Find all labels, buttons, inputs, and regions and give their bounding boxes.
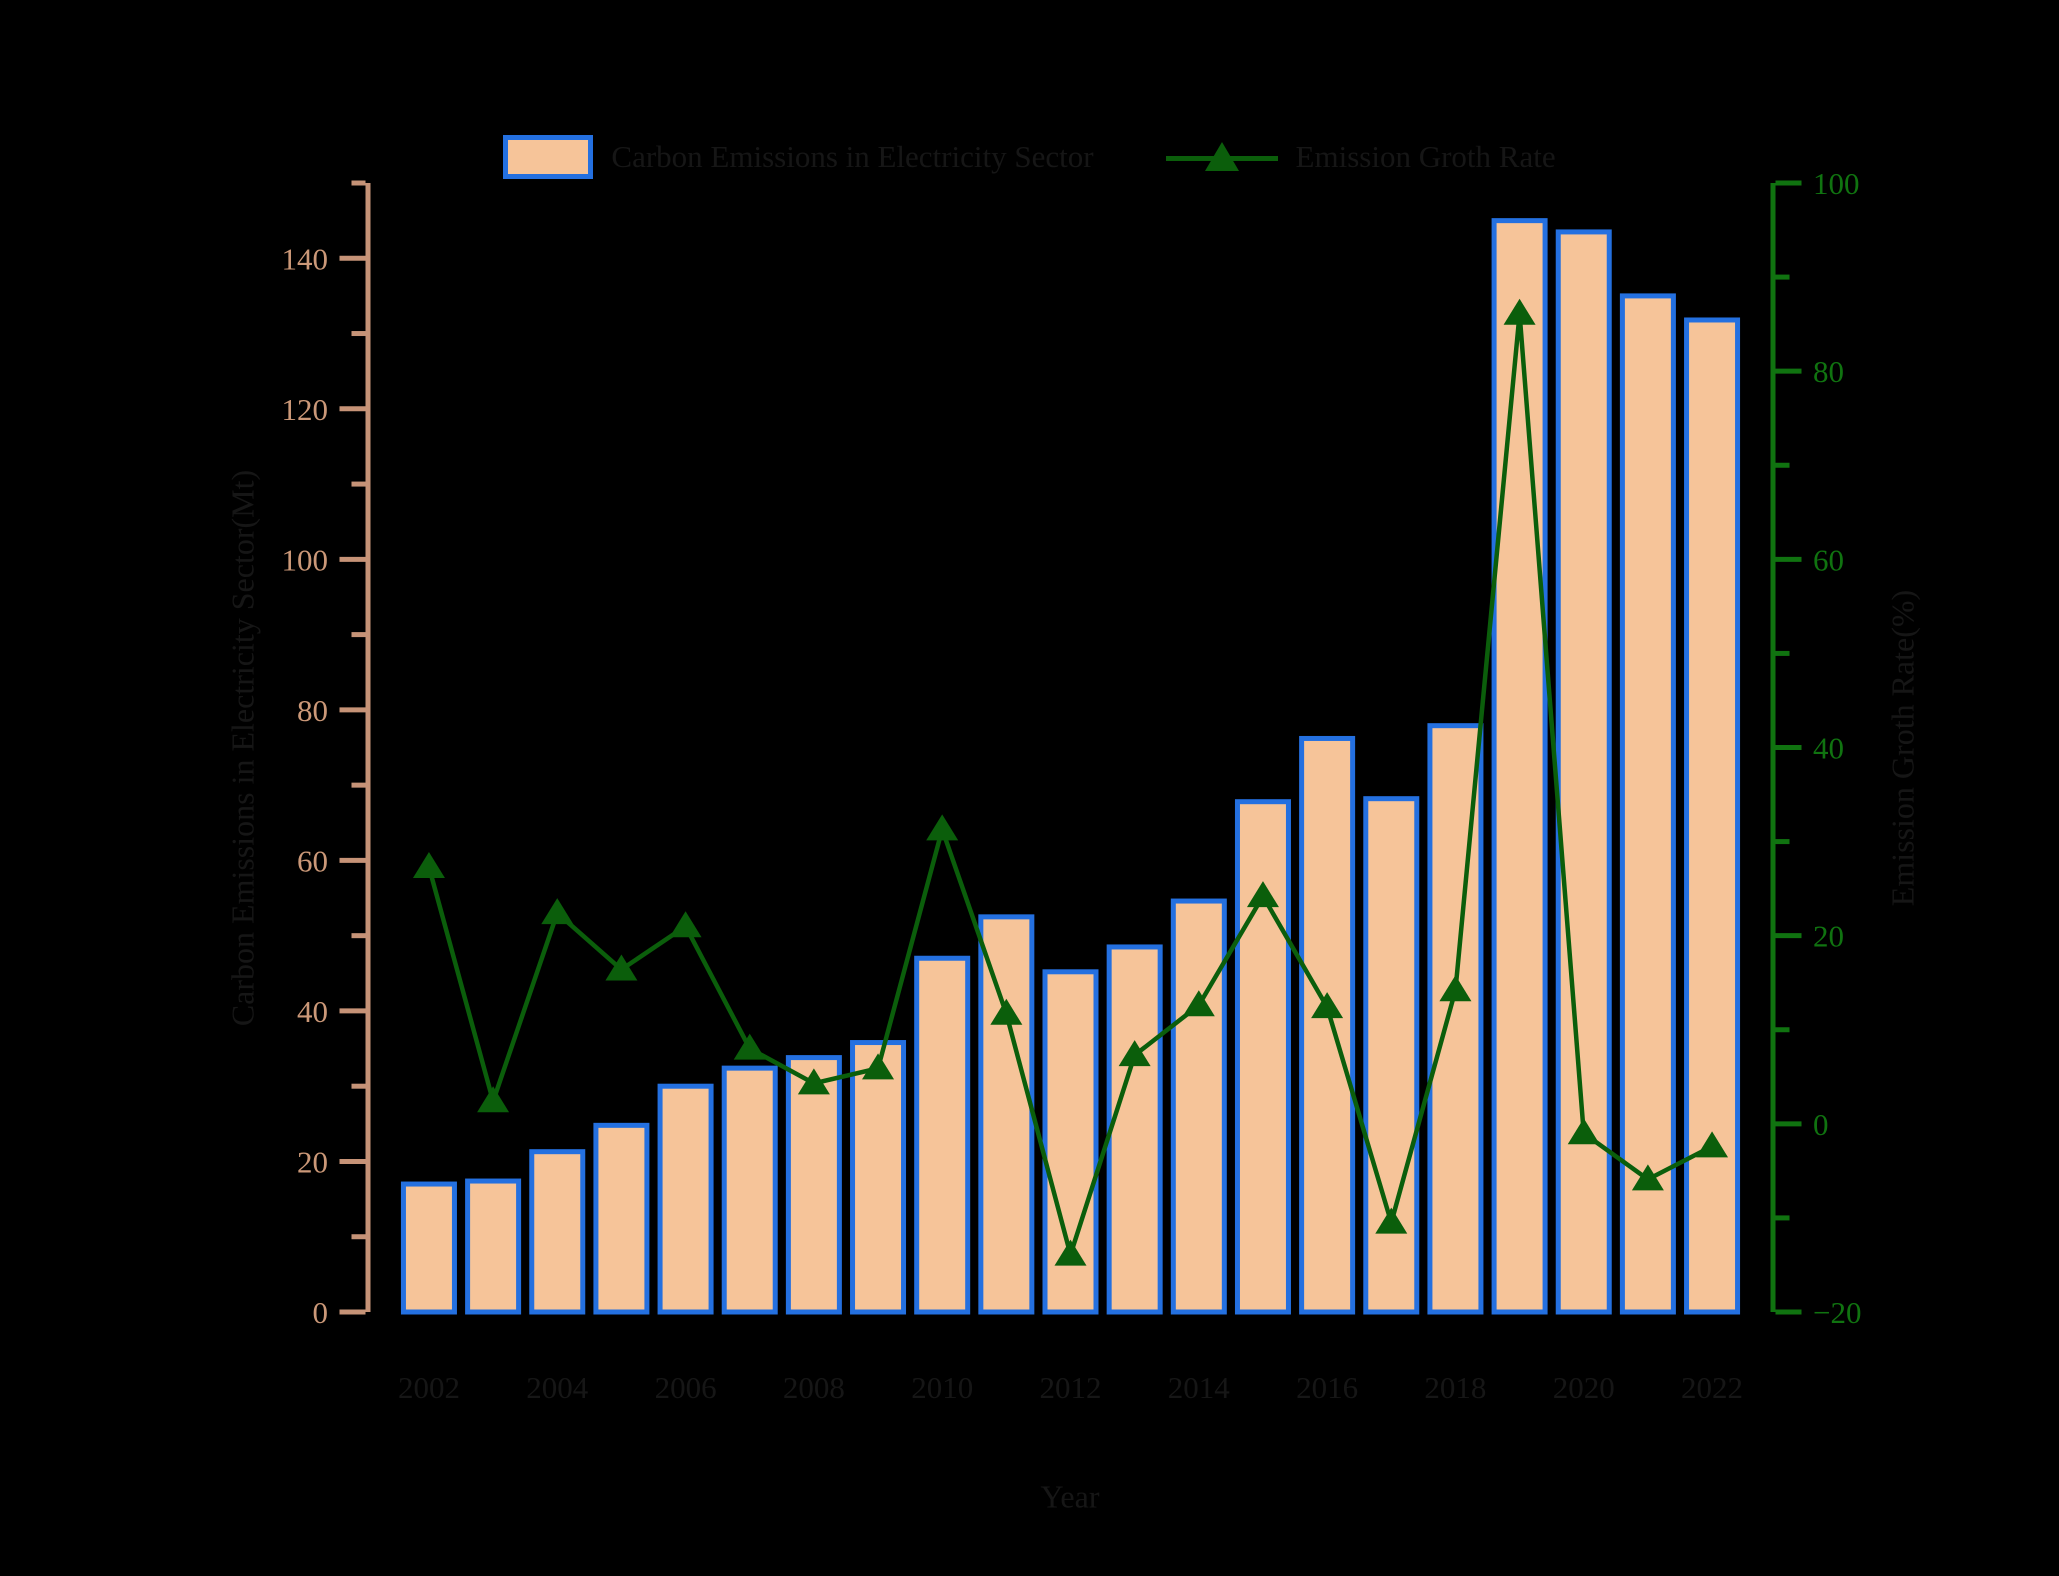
triangle-marker-2008	[797, 1068, 830, 1095]
triangle-marker-2018	[1439, 975, 1472, 1002]
left-tick-label-100: 100	[282, 542, 329, 577]
bar-2007	[721, 1065, 778, 1315]
left-tick-label-20: 20	[297, 1144, 328, 1179]
left-tick-label-140: 140	[282, 241, 329, 276]
right-tick-label--20: −20	[1813, 1295, 1861, 1330]
triangle-marker-2014	[1182, 990, 1215, 1017]
triangle-marker-2002	[412, 851, 445, 878]
triangle-marker-2016	[1311, 992, 1344, 1019]
x-tick-label-2020: 2020	[1553, 1370, 1615, 1405]
right-tick-label-0: 0	[1813, 1107, 1829, 1142]
triangle-marker-2021	[1631, 1164, 1664, 1191]
triangle-marker-2006	[669, 911, 702, 938]
bar-2021	[1619, 293, 1676, 1315]
right-axis-title: Emission Groth Rate(%)	[1884, 589, 1921, 907]
left-tick-label-60: 60	[297, 843, 328, 878]
right-tick-label-60: 60	[1813, 542, 1844, 577]
triangle-marker-2003	[477, 1086, 510, 1113]
triangle-marker-2005	[605, 954, 638, 981]
bar-2022	[1684, 317, 1741, 1315]
x-tick-label-2010: 2010	[911, 1370, 973, 1405]
bar-2017	[1363, 796, 1420, 1315]
bar-2020	[1555, 229, 1612, 1315]
bar-2015	[1234, 799, 1291, 1315]
bar-2004	[529, 1149, 586, 1315]
bar-2006	[657, 1083, 714, 1315]
bar-2009	[850, 1040, 907, 1315]
triangle-marker-2007	[733, 1033, 766, 1060]
triangle-marker-2022	[1696, 1131, 1729, 1158]
bar-2002	[400, 1181, 457, 1315]
bar-2008	[785, 1055, 842, 1315]
x-tick-label-2016: 2016	[1296, 1370, 1358, 1405]
bar-2013	[1106, 944, 1163, 1315]
right-tick-label-20: 20	[1813, 919, 1844, 954]
x-axis-title: Year	[1040, 1478, 1100, 1515]
x-tick-label-2006: 2006	[655, 1370, 717, 1405]
left-tick-label-120: 120	[282, 392, 329, 427]
left-tick-label-40: 40	[297, 994, 328, 1029]
right-tick-label-80: 80	[1813, 354, 1844, 389]
bar-2010	[914, 955, 971, 1315]
left-axis-title: Carbon Emissions in Electricity Sector(M…	[224, 469, 261, 1027]
bar-2005	[593, 1122, 650, 1315]
triangle-marker-2009	[862, 1053, 895, 1080]
x-tick-label-2008: 2008	[783, 1370, 845, 1405]
triangle-marker-2012	[1054, 1239, 1087, 1266]
x-tick-label-2012: 2012	[1040, 1370, 1102, 1405]
bar-2014	[1170, 898, 1227, 1315]
triangle-marker-2013	[1118, 1040, 1151, 1067]
bar-2003	[465, 1178, 522, 1315]
x-tick-label-2002: 2002	[398, 1370, 460, 1405]
triangle-marker-2020	[1567, 1118, 1600, 1145]
bar-2019	[1491, 218, 1548, 1315]
triangle-marker-2011	[990, 998, 1023, 1025]
left-tick-label-80: 80	[297, 693, 328, 728]
x-tick-label-2014: 2014	[1168, 1370, 1231, 1405]
x-tick-label-2018: 2018	[1424, 1370, 1486, 1405]
right-tick-label-100: 100	[1813, 166, 1860, 201]
triangle-marker-2017	[1375, 1207, 1408, 1234]
left-tick-label-0: 0	[313, 1295, 329, 1330]
bar-2016	[1299, 735, 1356, 1315]
triangle-marker-2015	[1246, 881, 1279, 908]
triangle-marker-2010	[926, 814, 959, 841]
triangle-marker-2004	[541, 898, 574, 925]
x-tick-label-2004: 2004	[526, 1370, 589, 1405]
x-tick-label-2022: 2022	[1681, 1370, 1743, 1405]
triangle-marker-2019	[1503, 298, 1536, 325]
bar-2011	[978, 914, 1035, 1315]
right-tick-label-40: 40	[1813, 731, 1844, 766]
